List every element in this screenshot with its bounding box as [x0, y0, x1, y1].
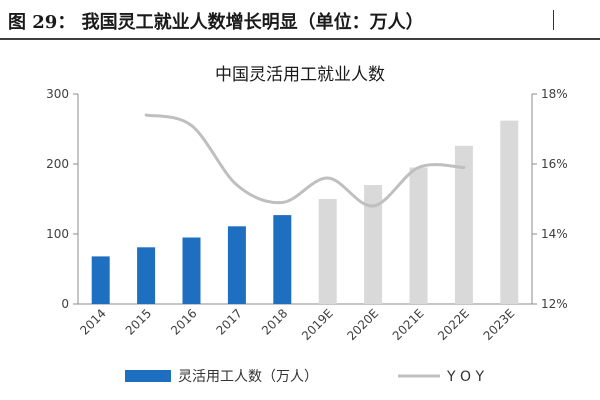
- x-tick-label: 2021E: [390, 306, 427, 343]
- x-tick-label: 2020E: [344, 306, 381, 343]
- chart-axes: 0 100 200 300 12% 14% 16% 18% 2014 2015 2016 2017 20…: [46, 87, 568, 343]
- bar: [454, 145, 473, 304]
- figure-caption: 图 29： 我国灵工就业人数增长明显（单位：万人）: [8, 12, 424, 33]
- bar: [364, 185, 383, 304]
- chart-title: 中国灵活用工就业人数: [215, 65, 385, 85]
- x-tick-label: 2017: [214, 306, 245, 337]
- x-tick-label: 2014: [77, 306, 108, 337]
- yoy-series: [144, 113, 466, 208]
- legend-label-bars: 灵活用工人数（万人）: [178, 369, 318, 385]
- y-tick-label-right: 12%: [541, 297, 568, 311]
- x-tick-label: 2018: [259, 306, 290, 337]
- y-tick-label-right: 16%: [541, 157, 568, 171]
- x-tick-label: 2015: [123, 306, 154, 337]
- y-tick-label-left: 200: [46, 157, 69, 171]
- x-tick-label: 2019E: [299, 306, 336, 343]
- bar: [91, 256, 110, 304]
- yoy-line: [144, 113, 466, 208]
- figure-caption-bar: 图 29： 我国灵工就业人数增长明显（单位：万人）: [0, 0, 600, 40]
- y-tick-label-right: 14%: [541, 227, 568, 241]
- bar: [273, 215, 292, 304]
- bar: [318, 199, 337, 304]
- bar: [409, 167, 428, 304]
- x-tick-label: 2016: [168, 306, 199, 337]
- bar: [137, 247, 156, 304]
- legend-swatch-bars: [125, 370, 171, 382]
- legend: 灵活用工人数（万人） Y O Y: [125, 369, 484, 385]
- chart: 中国灵活用工就业人数 0 100 200 300 12% 14% 16% 18% 2014 201…: [46, 65, 568, 385]
- bar: [182, 237, 201, 304]
- x-tick-label: 2023E: [481, 306, 518, 343]
- x-tick-label: 2022E: [435, 306, 472, 343]
- y-tick-label-right: 18%: [541, 87, 568, 101]
- caption-divider: [553, 10, 554, 30]
- y-tick-label-left: 0: [61, 297, 69, 311]
- y-tick-label-left: 100: [46, 227, 69, 241]
- legend-label-yoy: Y O Y: [446, 369, 484, 385]
- bar: [227, 226, 246, 304]
- y-tick-label-left: 300: [46, 87, 69, 101]
- bar-series: [91, 120, 519, 304]
- bar: [500, 120, 519, 304]
